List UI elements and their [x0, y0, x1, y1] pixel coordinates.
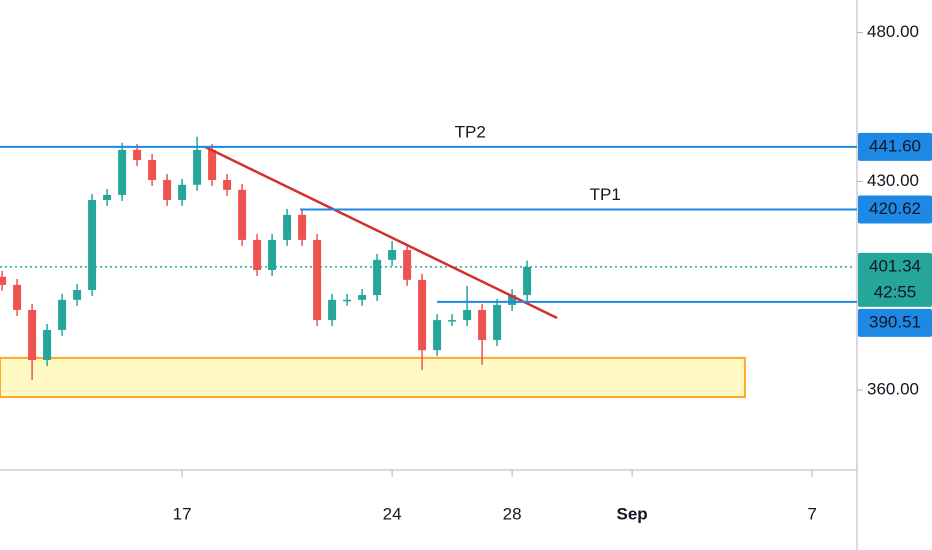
candle-body [28, 309, 37, 361]
candle-body [0, 276, 7, 285]
candle-body [493, 304, 502, 341]
candle-body [298, 214, 307, 240]
candle-body [223, 180, 232, 190]
candle-body [463, 309, 472, 321]
candle-body [433, 320, 442, 351]
candle-body [103, 194, 112, 200]
candle-body [343, 299, 352, 302]
countdown: 42:55 [874, 282, 917, 301]
candle-body [253, 239, 262, 271]
candle-body [163, 180, 172, 200]
x-tick-label: 28 [503, 504, 522, 523]
candle-body [193, 149, 202, 185]
candle-body [13, 284, 22, 310]
x-tick-label: 24 [383, 504, 402, 523]
price-label: 390.51 [869, 312, 921, 331]
candle-body [178, 184, 187, 200]
candle-body [268, 239, 277, 271]
price-label-box [858, 252, 932, 307]
candle-body [118, 149, 127, 195]
candle-body [43, 329, 52, 361]
candle-body [388, 250, 397, 260]
price-label-box [858, 132, 932, 161]
candle-body [208, 149, 217, 181]
price-label: 441.60 [869, 136, 921, 155]
candle-body [133, 149, 142, 161]
candle-body [418, 279, 427, 351]
candle-body [403, 250, 412, 280]
x-tick-label: 17 [173, 504, 192, 523]
candle-body [283, 214, 292, 240]
candle-body [73, 289, 82, 300]
x-tick-label: Sep [617, 504, 648, 523]
price-label-box [858, 195, 932, 224]
level-name: TP1 [590, 185, 621, 204]
level-name: TP2 [455, 122, 486, 141]
candle-body [58, 299, 67, 330]
candle-body [148, 160, 157, 181]
trendline [204, 145, 558, 320]
x-tick-label: 7 [807, 504, 816, 523]
price-label-box [858, 308, 932, 337]
candle-body [478, 309, 487, 341]
y-tick-label: 480.00 [867, 22, 919, 41]
candle-body [88, 199, 97, 290]
candle-body [313, 239, 322, 321]
y-tick-label: 430.00 [867, 171, 919, 190]
candle-body [508, 295, 517, 305]
candle-body [448, 320, 457, 322]
candle-body [358, 295, 367, 300]
candle-body [373, 259, 382, 296]
candle-body [523, 266, 532, 296]
price-label: 401.34 [869, 256, 921, 275]
support-zone [0, 356, 746, 398]
y-tick-label: 360.00 [867, 380, 919, 399]
candle-body [328, 299, 337, 321]
price-label: 420.62 [869, 199, 921, 218]
candle-body [238, 189, 247, 240]
